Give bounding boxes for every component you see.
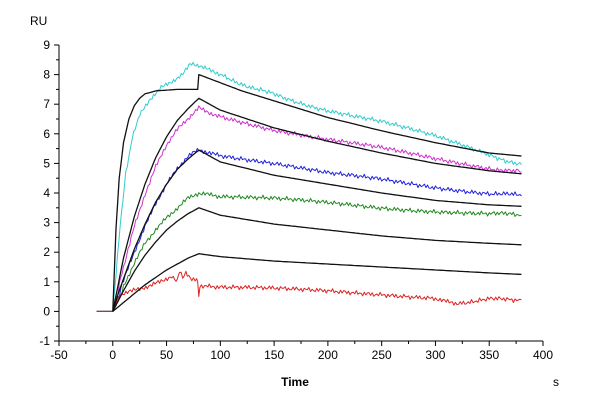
y-axis-label: RU xyxy=(30,14,47,28)
series-line xyxy=(96,61,522,312)
series-line xyxy=(112,149,522,312)
x-axis-label: Time xyxy=(281,375,309,389)
y-tick-label: 1 xyxy=(43,275,50,289)
series-line xyxy=(96,270,522,312)
y-tick-label: 4 xyxy=(43,186,50,200)
x-tick-label: 250 xyxy=(372,348,392,362)
x-tick-label: -50 xyxy=(50,348,68,362)
series-line xyxy=(112,207,522,312)
x-tick-label: 0 xyxy=(109,348,116,362)
y-tick-label: 5 xyxy=(43,156,50,170)
x-tick-label: 100 xyxy=(210,348,230,362)
x-tick-label: 400 xyxy=(533,348,553,362)
x-axis-unit: s xyxy=(553,375,559,389)
y-tick-label: 7 xyxy=(43,97,50,111)
series-line xyxy=(112,253,522,312)
x-tick-label: 200 xyxy=(318,348,338,362)
y-tick-label: 3 xyxy=(43,216,50,230)
y-tick-label: 6 xyxy=(43,127,50,141)
y-tick-label: 8 xyxy=(43,68,50,82)
x-tick-label: 350 xyxy=(479,348,499,362)
y-tick-label: -1 xyxy=(39,334,50,348)
y-tick-label: 0 xyxy=(43,304,50,318)
plot-series xyxy=(96,61,522,312)
series-line xyxy=(96,147,522,312)
series-line xyxy=(96,191,522,312)
series-line xyxy=(112,97,522,312)
series-line xyxy=(112,73,522,312)
x-tick-label: 300 xyxy=(425,348,445,362)
x-tick-label: 50 xyxy=(160,348,174,362)
x-tick-label: 150 xyxy=(264,348,284,362)
series-line xyxy=(96,105,522,312)
axes: -1 0 1 2 3 4 5 6 7 8 9 -50 0 50 100 150 200 250 300 350 400 xyxy=(39,38,553,362)
y-tick-label: 9 xyxy=(43,38,50,52)
y-tick-label: 2 xyxy=(43,245,50,259)
